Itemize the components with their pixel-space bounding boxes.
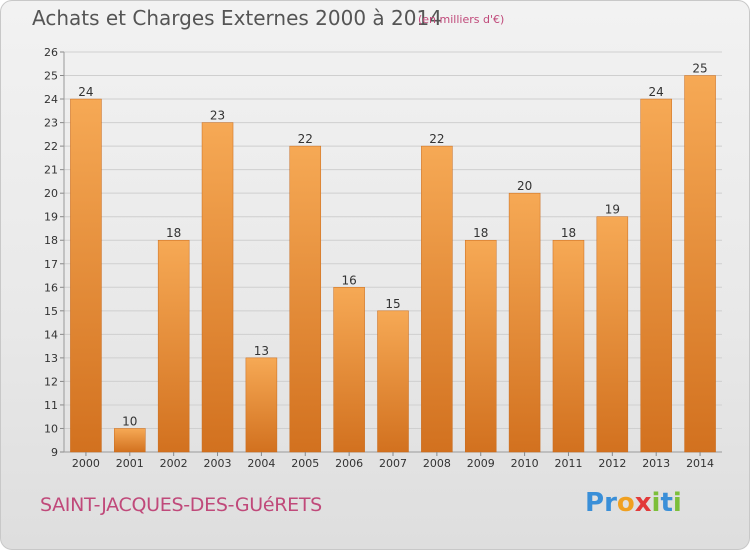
y-tick-label: 24 [44, 93, 58, 106]
data-label: 18 [166, 226, 181, 240]
logo-letter: i [651, 488, 661, 518]
data-label: 24 [649, 85, 664, 99]
x-tick-label: 2005 [291, 457, 319, 470]
commune-name: SAINT-JACQUES-DES-GUéRETS [40, 494, 322, 516]
y-tick-label: 10 [44, 422, 58, 435]
y-tick-label: 16 [44, 281, 58, 294]
logo-letter: P [585, 488, 605, 518]
bar-2010 [508, 192, 541, 453]
y-tick-label: 23 [44, 117, 58, 130]
bar-2006 [333, 287, 365, 453]
data-label: 10 [122, 414, 137, 428]
y-tick-label: 25 [44, 70, 58, 83]
bar-2003 [201, 122, 234, 453]
bar-2001 [114, 428, 146, 453]
chart-subtitle: (en milliers d'€) [418, 13, 505, 26]
data-label: 18 [561, 226, 576, 240]
y-tick-label: 18 [44, 234, 58, 247]
x-tick-label: 2002 [160, 457, 188, 470]
chart-title: Achats et Charges Externes 2000 à 2014 [32, 6, 442, 30]
data-label: 24 [78, 85, 93, 99]
data-label: 18 [473, 226, 488, 240]
y-tick-label: 17 [44, 258, 58, 271]
bar-2012 [596, 216, 629, 453]
y-tick-label: 12 [44, 375, 58, 388]
y-tick-label: 13 [44, 352, 58, 365]
proxiti-logo: Proxiti [585, 488, 682, 518]
data-label: 22 [429, 132, 444, 146]
x-tick-label: 2014 [686, 457, 714, 470]
x-tick-label: 2001 [116, 457, 144, 470]
data-label: 25 [692, 62, 707, 76]
x-tick-label: 2006 [335, 457, 363, 470]
x-axis: 2000 2001 2002 2003 2004 2005 2006 2007 2008 2009… [72, 452, 714, 470]
x-tick-label: 2004 [247, 457, 275, 470]
x-tick-label: 2011 [554, 457, 582, 470]
x-tick-label: 2000 [72, 457, 100, 470]
y-tick-label: 11 [44, 399, 58, 412]
data-label: 22 [298, 132, 313, 146]
x-tick-label: 2009 [467, 457, 495, 470]
y-tick-label: 26 [44, 46, 58, 59]
data-label: 15 [385, 297, 400, 311]
logo-letter: x [634, 488, 652, 518]
x-tick-label: 2012 [598, 457, 626, 470]
bar-2005 [289, 145, 322, 453]
bars [70, 75, 716, 453]
y-tick-label: 14 [44, 328, 58, 341]
y-tick-label: 21 [44, 164, 58, 177]
x-tick-label: 2007 [379, 457, 407, 470]
x-tick-label: 2008 [423, 457, 451, 470]
x-tick-label: 2013 [642, 457, 670, 470]
data-label: 23 [210, 109, 225, 123]
data-label: 16 [341, 273, 356, 287]
y-tick-label: 9 [51, 446, 58, 459]
y-tick-label: 15 [44, 305, 58, 318]
logo-letter: t [660, 488, 673, 518]
logo-letter: r [604, 488, 617, 518]
bar-2014 [684, 75, 716, 453]
data-label: 20 [517, 179, 532, 193]
y-tick-label: 22 [44, 140, 58, 153]
bar-2009 [464, 239, 497, 453]
x-tick-label: 2003 [204, 457, 232, 470]
y-tick-label: 19 [44, 211, 58, 224]
data-label: 19 [605, 203, 620, 217]
data-labels: 24 10 18 23 13 22 16 15 22 18 20 18 19 24 25 [78, 62, 707, 429]
logo-letter: o [616, 488, 635, 518]
bar-2007 [377, 310, 409, 453]
bar-2000 [70, 98, 102, 453]
y-tick-label: 20 [44, 187, 58, 200]
bar-2004 [245, 357, 278, 453]
x-tick-label: 2010 [511, 457, 539, 470]
bar-2011 [552, 239, 585, 453]
logo-letter: i [672, 488, 682, 518]
bar-2013 [640, 98, 672, 453]
data-label: 13 [254, 344, 269, 358]
bar-2008 [421, 145, 453, 453]
bar-2002 [157, 239, 190, 453]
